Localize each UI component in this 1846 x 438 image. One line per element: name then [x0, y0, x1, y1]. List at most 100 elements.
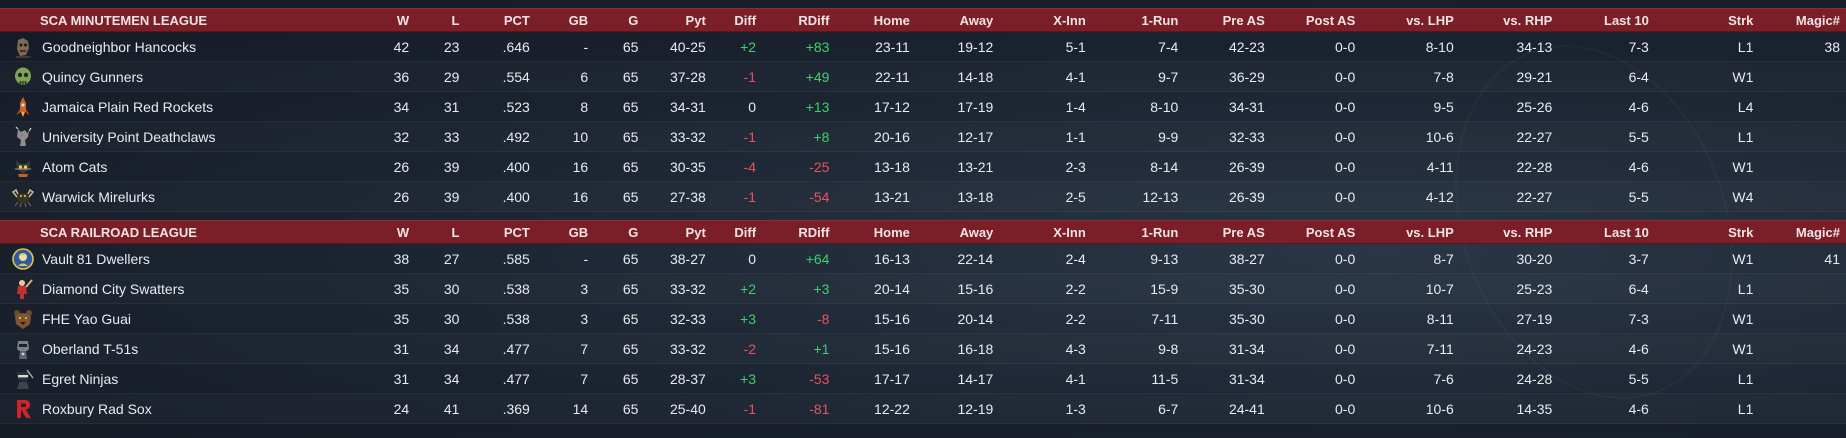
column-header-l[interactable]: L: [409, 8, 460, 32]
team-cell[interactable]: Goodneighbor Hancocks: [0, 31, 332, 62]
cell-last-10: 5-5: [1552, 121, 1649, 152]
column-header-w[interactable]: W: [331, 220, 410, 244]
column-header-vs-lhp[interactable]: vs. LHP: [1355, 220, 1454, 244]
column-header-x-inn[interactable]: X-Inn: [993, 220, 1086, 244]
team-cell[interactable]: University Point Deathclaws: [0, 121, 332, 152]
column-header-away[interactable]: Away: [909, 220, 994, 244]
team-row[interactable]: Warwick Mirelurks 26 39.400 16 65 27-38 -1 -54 1…: [0, 181, 1846, 212]
column-header-strk[interactable]: Strk: [1648, 220, 1754, 244]
team-cell[interactable]: Jamaica Plain Red Rockets: [0, 91, 332, 122]
cell-rdiff: -8: [756, 303, 830, 334]
team-cell[interactable]: Warwick Mirelurks: [0, 181, 332, 212]
cell-g: 65: [588, 243, 639, 274]
column-header-rdiff[interactable]: RDiff: [756, 220, 830, 244]
team-name[interactable]: Goodneighbor Hancocks: [42, 38, 197, 55]
column-header-diff[interactable]: Diff: [705, 220, 757, 244]
column-header-last-10[interactable]: Last 10: [1552, 220, 1649, 244]
column-header-pre-as[interactable]: Pre AS: [1178, 8, 1265, 32]
team-cell[interactable]: Vault 81 Dwellers: [0, 243, 332, 274]
column-header-strk[interactable]: Strk: [1648, 8, 1754, 32]
column-header-rdiff[interactable]: RDiff: [756, 8, 830, 32]
column-header-magic[interactable]: Magic#: [1753, 8, 1846, 32]
column-header-one-run[interactable]: 1-Run: [1085, 8, 1179, 32]
column-header-pyt[interactable]: Pyt: [638, 8, 706, 32]
column-header-pyt[interactable]: Pyt: [638, 220, 706, 244]
team-cell[interactable]: Atom Cats: [0, 151, 332, 182]
team-name[interactable]: Vault 81 Dwellers: [42, 250, 150, 267]
column-header-diff[interactable]: Diff: [705, 8, 757, 32]
column-header-last-10[interactable]: Last 10: [1552, 8, 1649, 32]
column-header-vs-lhp[interactable]: vs. LHP: [1355, 8, 1454, 32]
team-row[interactable]: University Point Deathclaws 32 33.492 10 65 3…: [0, 121, 1846, 152]
team-row[interactable]: Vault 81 Dwellers 38 27.585-65 38-27 0 +64 16-…: [0, 243, 1846, 274]
column-header-away[interactable]: Away: [909, 8, 994, 32]
team-cell[interactable]: Egret Ninjas: [0, 363, 332, 394]
cell-vs-rhp: 27-19: [1453, 303, 1553, 334]
column-header-gb[interactable]: GB: [529, 220, 589, 244]
team-name[interactable]: Roxbury Rad Sox: [42, 400, 152, 417]
column-header-pct[interactable]: PCT: [459, 220, 530, 244]
cell-post-as: 0-0: [1264, 151, 1356, 182]
cell-pct: .538: [459, 303, 530, 334]
team-row[interactable]: Quincy Gunners 36 29.554 6 65 37-28 -1 +49 22-11…: [0, 61, 1846, 92]
separator-cell: [0, 212, 1846, 221]
cell-post-as: 0-0: [1264, 91, 1356, 122]
cell-home: 22-11: [829, 61, 910, 92]
team-cell[interactable]: FHE Yao Guai: [0, 303, 332, 334]
column-header-one-run[interactable]: 1-Run: [1085, 220, 1179, 244]
column-header-l[interactable]: L: [409, 220, 460, 244]
cell-l: 23: [409, 31, 460, 62]
cell-rdiff: +83: [756, 31, 830, 62]
team-name[interactable]: Egret Ninjas: [42, 370, 119, 387]
team-row[interactable]: Egret Ninjas 31 34.477 7 65 28-37 +3 -53 17-17 14…: [0, 363, 1846, 394]
cell-one-run: 9-13: [1085, 243, 1179, 274]
column-header-g[interactable]: G: [588, 8, 639, 32]
team-name[interactable]: Jamaica Plain Red Rockets: [42, 98, 214, 115]
team-cell[interactable]: Quincy Gunners: [0, 61, 332, 92]
team-row[interactable]: Jamaica Plain Red Rockets 34 31.523 8 65 34-3…: [0, 91, 1846, 122]
column-header-post-as[interactable]: Post AS: [1264, 220, 1356, 244]
column-header-pre-as[interactable]: Pre AS: [1178, 220, 1265, 244]
column-header-pct[interactable]: PCT: [459, 8, 530, 32]
team-name[interactable]: Oberland T-51s: [42, 340, 139, 357]
cell-home: 12-22: [829, 393, 910, 424]
cell-x-inn: 5-1: [993, 31, 1086, 62]
column-header-magic[interactable]: Magic#: [1753, 220, 1846, 244]
skull-mask-icon: [12, 66, 34, 88]
column-header-x-inn[interactable]: X-Inn: [993, 8, 1086, 32]
cell-w: 36: [331, 61, 410, 92]
column-header-gb[interactable]: GB: [529, 8, 589, 32]
cell-rdiff: -25: [756, 151, 830, 182]
ninja-icon: [12, 368, 34, 390]
column-header-w[interactable]: W: [331, 8, 410, 32]
team-name[interactable]: FHE Yao Guai: [42, 310, 131, 327]
cell-pre-as: 35-30: [1178, 303, 1265, 334]
cell-diff: -1: [705, 61, 757, 92]
team-cell[interactable]: Roxbury Rad Sox: [0, 393, 332, 424]
cell-vs-lhp: 10-6: [1355, 121, 1454, 152]
cell-magic: 38: [1753, 31, 1846, 62]
cell-pre-as: 34-31: [1178, 91, 1265, 122]
cell-rdiff: -81: [756, 393, 830, 424]
column-header-post-as[interactable]: Post AS: [1264, 8, 1356, 32]
team-name[interactable]: University Point Deathclaws: [42, 128, 216, 145]
team-row[interactable]: Oberland T-51s 31 34.477 7 65 33-32 -2 +1 15-16 1…: [0, 333, 1846, 364]
column-header-home[interactable]: Home: [829, 8, 910, 32]
team-row[interactable]: Goodneighbor Hancocks 42 23.646-65 40-25 +2 +…: [0, 31, 1846, 62]
column-header-vs-rhp[interactable]: vs. RHP: [1453, 220, 1553, 244]
team-row[interactable]: Atom Cats 26 39.400 16 65 30-35 -4 -25 13-18 13-2…: [0, 151, 1846, 182]
column-header-home[interactable]: Home: [829, 220, 910, 244]
team-name[interactable]: Atom Cats: [42, 158, 108, 175]
team-name[interactable]: Diamond City Swatters: [42, 280, 185, 297]
cell-magic: [1753, 363, 1846, 394]
team-name[interactable]: Warwick Mirelurks: [42, 188, 156, 205]
team-cell[interactable]: Diamond City Swatters: [0, 273, 332, 304]
team-name[interactable]: Quincy Gunners: [42, 68, 144, 85]
column-header-vs-rhp[interactable]: vs. RHP: [1453, 8, 1553, 32]
team-row[interactable]: Roxbury Rad Sox 24 41.369 14 65 25-40 -1 -81 12-…: [0, 393, 1846, 424]
cell-one-run: 6-7: [1085, 393, 1179, 424]
team-row[interactable]: Diamond City Swatters 35 30.538 3 65 33-32 +2 +…: [0, 273, 1846, 304]
column-header-g[interactable]: G: [588, 220, 639, 244]
team-row[interactable]: FHE Yao Guai 35 30.538 3 65 32-33 +3 -8 15-16 20-…: [0, 303, 1846, 334]
team-cell[interactable]: Oberland T-51s: [0, 333, 332, 364]
